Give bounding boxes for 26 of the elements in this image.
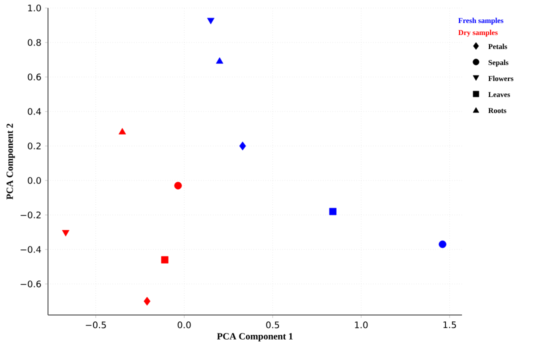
point (174, 182, 182, 190)
point (216, 57, 224, 64)
point (161, 256, 168, 264)
y-tick-label: −0.6 (20, 280, 41, 288)
x-axis-title: PCA Component 1 (217, 333, 293, 342)
y-tick-label: 0.8 (28, 39, 41, 46)
y-tick-label: 0.4 (28, 108, 41, 115)
point (239, 142, 246, 150)
y-tick-label: 0.2 (28, 142, 41, 150)
x-tick-label: 1.5 (443, 322, 456, 328)
x-tick-label: 0.0 (178, 322, 191, 328)
y-tick-label: 0.6 (28, 74, 41, 80)
x-tick-label: 1.0 (355, 322, 368, 328)
x-tick-label: 0.5 (266, 322, 280, 328)
y-tick-label: 1.0 (28, 4, 41, 12)
y-axis-title: PCA Component 2 (6, 124, 15, 200)
y-tick-label: −0.2 (20, 212, 41, 218)
point (329, 208, 336, 216)
point (62, 230, 70, 236)
y-tick-label: 0.0 (28, 177, 41, 184)
point (207, 18, 214, 24)
point (144, 296, 150, 306)
y-tick-label: −0.4 (20, 246, 41, 253)
x-tick-label: −0.5 (86, 322, 106, 328)
point (118, 128, 126, 134)
point (438, 240, 446, 248)
